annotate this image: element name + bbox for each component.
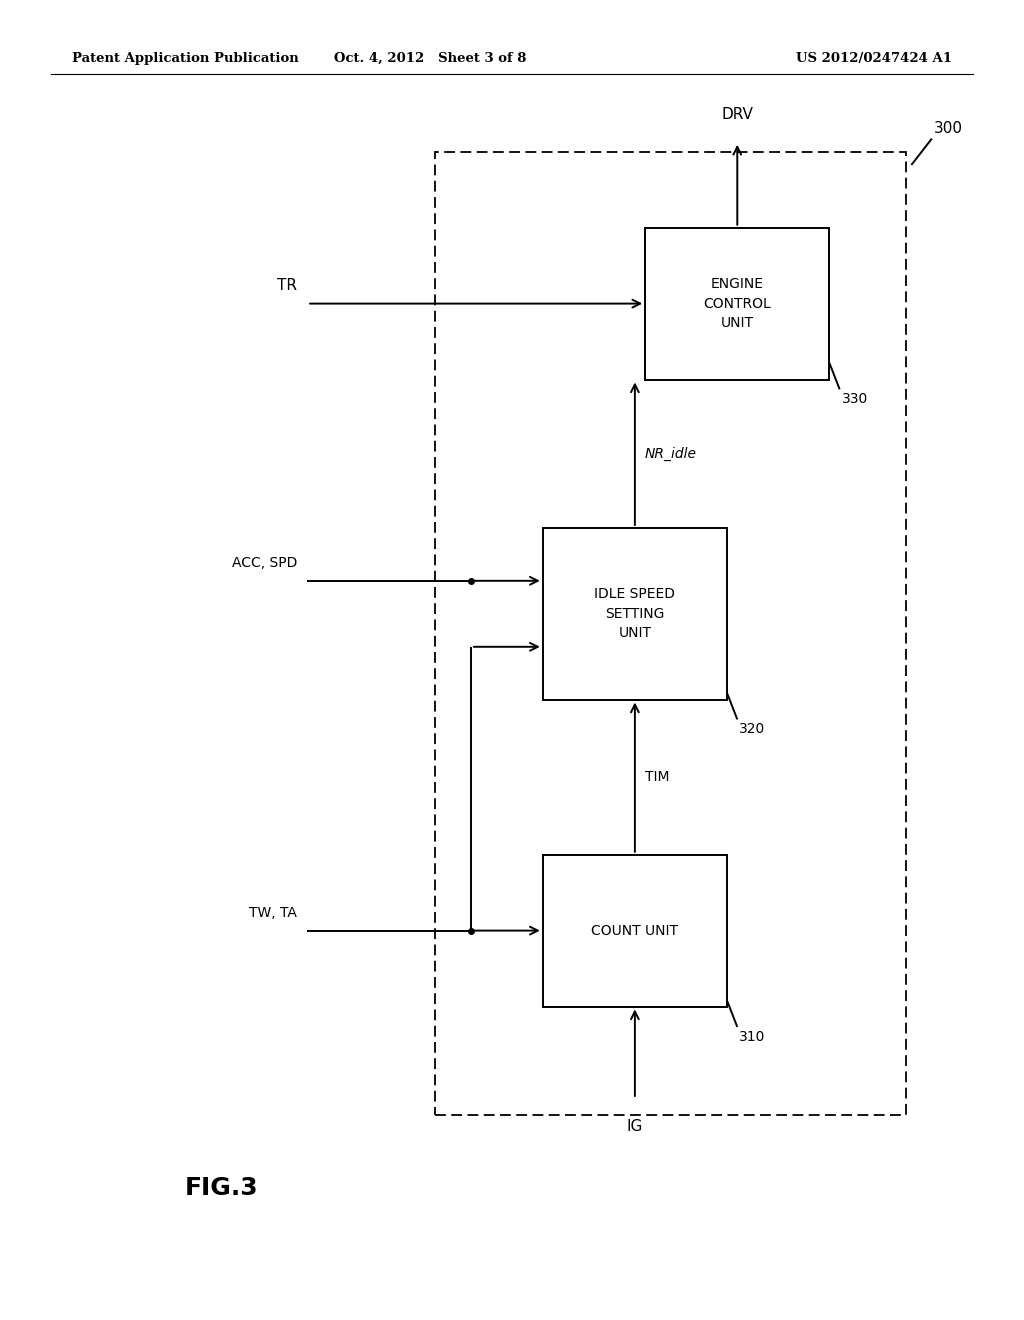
Text: 320: 320 [739, 722, 766, 737]
Text: IG: IG [627, 1119, 643, 1134]
Text: DRV: DRV [721, 107, 754, 121]
Text: ENGINE
CONTROL
UNIT: ENGINE CONTROL UNIT [703, 277, 771, 330]
Text: TR: TR [276, 279, 297, 293]
Bar [435, 152, 906, 1115]
Text: 300: 300 [934, 121, 963, 136]
Text: 330: 330 [842, 392, 868, 407]
Text: US 2012/0247424 A1: US 2012/0247424 A1 [797, 51, 952, 65]
Bar [543, 855, 727, 1006]
Text: TW, TA: TW, TA [249, 906, 297, 920]
Text: TIM: TIM [645, 770, 670, 784]
Bar [543, 528, 727, 700]
Text: Oct. 4, 2012   Sheet 3 of 8: Oct. 4, 2012 Sheet 3 of 8 [334, 51, 526, 65]
Text: COUNT UNIT: COUNT UNIT [592, 924, 678, 937]
Text: IDLE SPEED
SETTING
UNIT: IDLE SPEED SETTING UNIT [594, 587, 676, 640]
Text: NR_idle: NR_idle [645, 446, 697, 461]
Text: FIG.3: FIG.3 [184, 1176, 258, 1200]
Bar [645, 227, 829, 380]
Text: ACC, SPD: ACC, SPD [231, 556, 297, 570]
Text: 310: 310 [739, 1030, 766, 1044]
Text: Patent Application Publication: Patent Application Publication [72, 51, 298, 65]
